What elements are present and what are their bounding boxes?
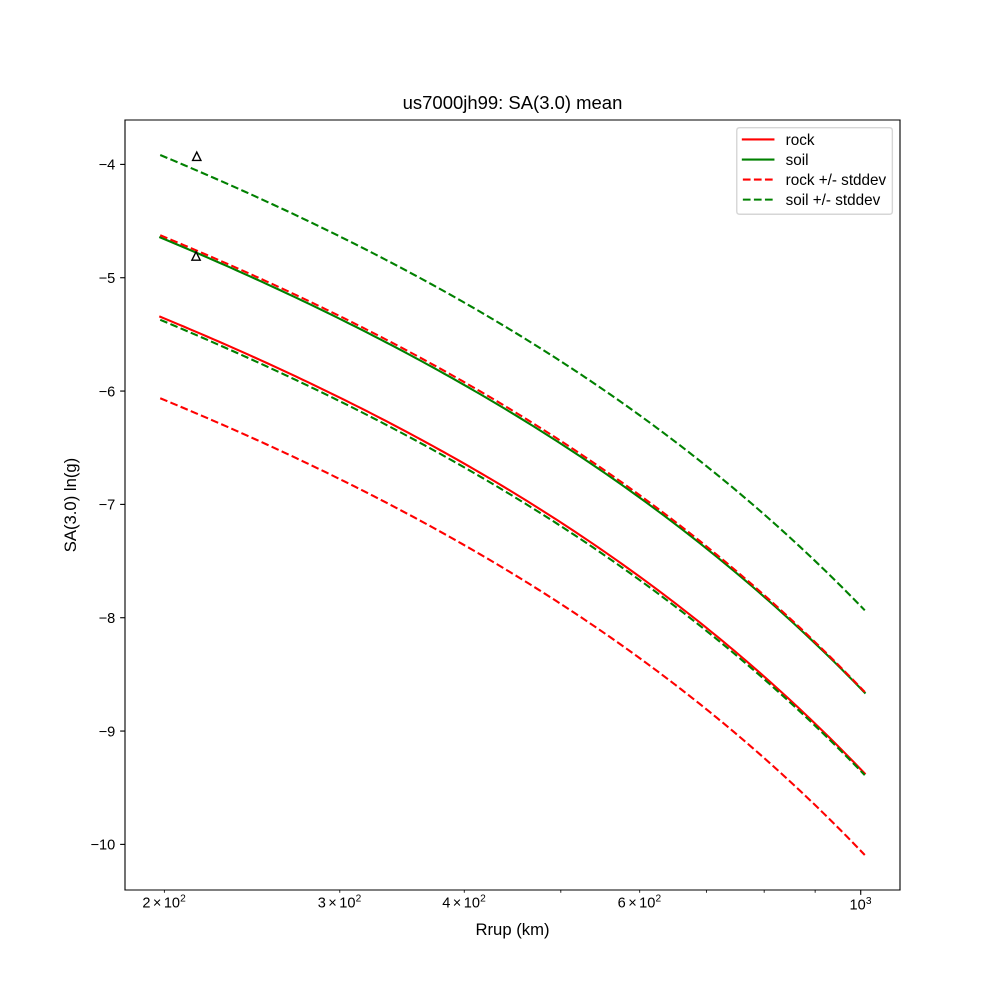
- svg-text:−4: −4: [99, 158, 116, 174]
- svg-text:Rrup (km): Rrup (km): [475, 920, 549, 939]
- svg-text:−5: −5: [99, 271, 116, 287]
- svg-text:4 × 1: 4 × 1 0 2: [442, 887, 486, 912]
- svg-text:−9: −9: [99, 724, 116, 740]
- svg-text:us7000jh99: SA(3.0) mean: us7000jh99: SA(3.0) mean: [403, 92, 623, 113]
- svg-text:6 × 1: 6 × 1 0 2: [618, 887, 662, 912]
- svg-text:soil: soil: [786, 152, 809, 169]
- svg-text:−7: −7: [99, 498, 116, 514]
- svg-text:−8: −8: [99, 611, 116, 627]
- svg-text:rock: rock: [786, 132, 815, 149]
- svg-text:1 0 3: 1 0 3: [849, 890, 871, 915]
- svg-text:3 × 1: 3 × 1 0 2: [318, 887, 362, 912]
- svg-text:2 × 1: 2 × 1 0 2: [142, 887, 186, 912]
- svg-text:−10: −10: [91, 838, 116, 854]
- svg-text:soil +/- stddev: soil +/- stddev: [786, 192, 881, 209]
- svg-text:SA(3.0) ln(g): SA(3.0) ln(g): [61, 458, 80, 552]
- svg-text:rock +/- stddev: rock +/- stddev: [786, 172, 887, 189]
- svg-text:−6: −6: [99, 384, 116, 400]
